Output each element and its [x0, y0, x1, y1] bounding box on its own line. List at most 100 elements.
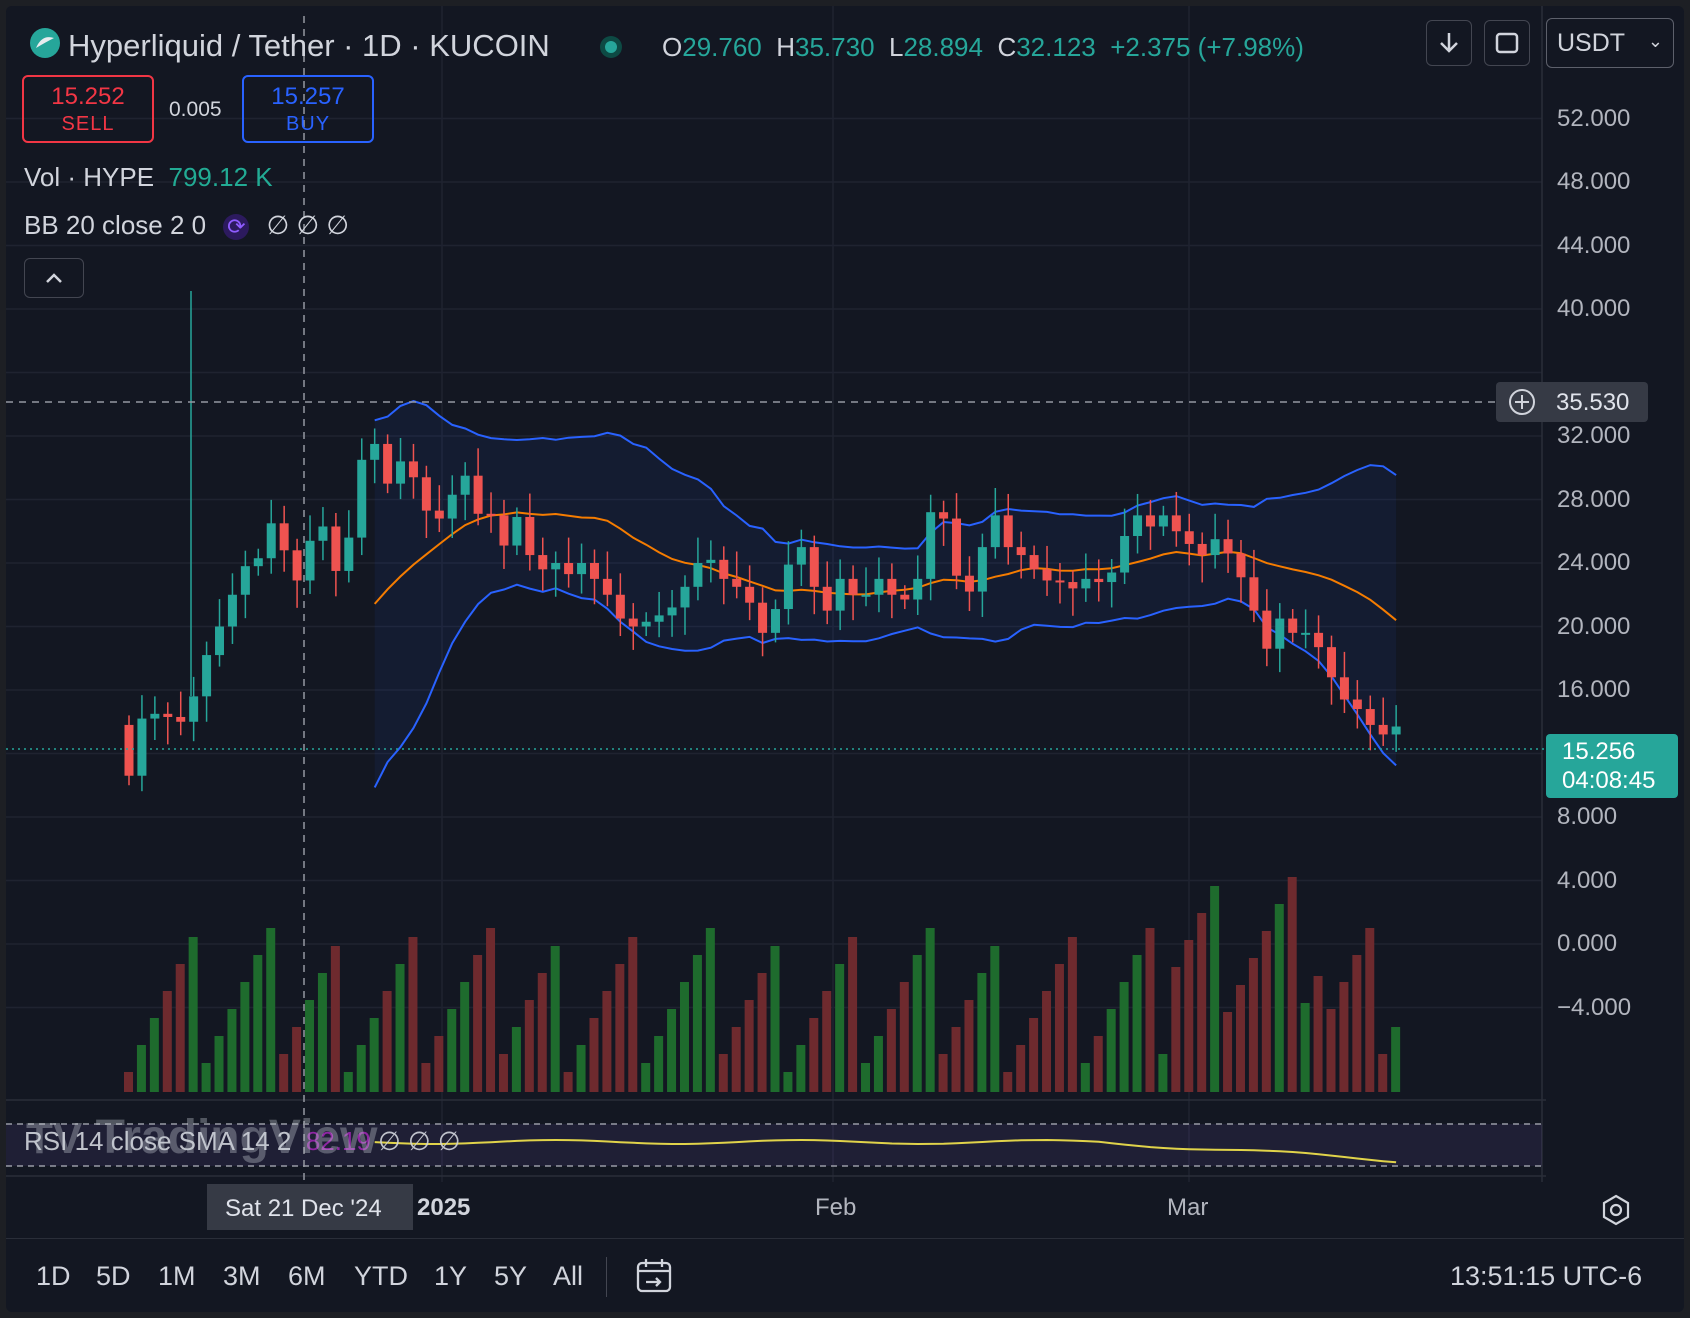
candle-body — [1210, 539, 1220, 556]
candle-body — [874, 578, 884, 595]
candle-body — [1094, 578, 1104, 583]
candle-body — [693, 563, 703, 587]
candle-body — [939, 512, 949, 519]
bb-legend[interactable]: BB 20 close 2 0 ⟳ ∅ ∅ ∅ — [24, 210, 349, 240]
volume-bar — [1119, 982, 1129, 1092]
volume-bar — [1184, 940, 1194, 1092]
volume-bar — [1313, 976, 1323, 1092]
volume-bar — [977, 973, 987, 1092]
candle-body — [538, 555, 548, 570]
price-tick-label: 48.000 — [1557, 168, 1631, 195]
candle-body — [447, 494, 457, 519]
add-alert-icon[interactable] — [1502, 382, 1542, 422]
volume-bar — [770, 946, 780, 1092]
tf-1m[interactable]: 1M — [158, 1261, 196, 1291]
candle-body — [861, 594, 871, 597]
volume-bar — [1378, 1054, 1388, 1092]
volume-bar — [330, 946, 340, 1092]
divider — [606, 1257, 607, 1297]
volume-bar — [1210, 886, 1220, 1092]
crosshair-date-label: Sat 21 Dec '24 — [207, 1184, 413, 1230]
currency-select[interactable]: USDT ⌄ — [1546, 18, 1674, 68]
volume-bar — [861, 1063, 871, 1092]
candle-body — [1339, 677, 1349, 700]
bb-fill — [374, 401, 1397, 788]
volume-bar — [563, 1072, 573, 1092]
volume-bar — [1029, 1018, 1039, 1092]
date-range-button[interactable] — [632, 1255, 676, 1299]
volume-bar — [718, 1054, 728, 1092]
candle-body — [745, 586, 755, 603]
price-tick-label: −4.000 — [1557, 993, 1632, 1021]
collapse-legend-button[interactable] — [24, 258, 84, 298]
candle-body — [1249, 577, 1259, 611]
download-icon — [1440, 33, 1458, 53]
volume-bar — [1197, 913, 1207, 1092]
clock[interactable]: 13:51:15 UTC-6 — [1450, 1261, 1643, 1291]
candle-body — [408, 461, 418, 478]
candle-body — [189, 696, 199, 722]
tf-5d[interactable]: 5D — [96, 1261, 131, 1291]
volume-bar — [317, 973, 327, 1092]
fullscreen-button[interactable] — [1484, 20, 1530, 66]
volume-bar — [266, 928, 276, 1092]
calendar-icon — [636, 1259, 672, 1293]
volume-bar — [1080, 1063, 1090, 1092]
volume-bar — [731, 1027, 741, 1092]
candle-body — [163, 713, 173, 717]
tf-ytd[interactable]: YTD — [354, 1261, 408, 1291]
volume-legend[interactable]: Vol · HYPE 799.12 K — [24, 162, 273, 192]
volume-bar — [615, 964, 625, 1092]
tf-1d[interactable]: 1D — [36, 1261, 71, 1291]
spread-value: 0.005 — [169, 98, 222, 121]
tf-all[interactable]: All — [553, 1261, 584, 1291]
buy-button[interactable]: 15.257 BUY — [242, 75, 374, 143]
volume-bar — [1132, 955, 1142, 1092]
candle-body — [564, 563, 574, 575]
candle-body — [1262, 610, 1272, 649]
volume-bar — [1261, 931, 1271, 1092]
volume-bar — [938, 1054, 948, 1092]
candle-body — [318, 526, 328, 541]
volume-bar — [912, 955, 922, 1092]
volume-bar — [447, 1009, 457, 1092]
candle-body — [577, 563, 587, 575]
volume-bar — [1352, 955, 1362, 1092]
candle-body — [227, 594, 237, 627]
candle-body — [822, 586, 832, 611]
candle-body — [719, 559, 729, 579]
price-tick-label: 20.000 — [1557, 612, 1631, 640]
candle-body — [150, 713, 160, 719]
crosshair — [6, 16, 1546, 1182]
candle-body — [1081, 578, 1091, 589]
volume-bar — [951, 1027, 961, 1092]
candle-body — [383, 443, 393, 484]
candle-body — [396, 461, 406, 484]
candle-body — [615, 594, 625, 619]
tf-6m[interactable]: 6M — [288, 1261, 326, 1291]
candle-body — [783, 564, 793, 610]
sell-button[interactable]: 15.252 SELL — [22, 75, 154, 143]
tf-3m[interactable]: 3M — [223, 1261, 261, 1291]
volume-bar — [136, 1045, 146, 1092]
volume-bar — [369, 1018, 379, 1092]
volume-bar — [1171, 967, 1181, 1092]
volume-bar — [240, 982, 250, 1092]
candle-body — [641, 621, 651, 627]
rsi-legend[interactable]: RSI 14 close SMA 14 2 82.19 ∅ ∅ ∅ — [24, 1126, 461, 1156]
volume-bar — [305, 1000, 315, 1092]
tf-5y[interactable]: 5Y — [494, 1261, 528, 1291]
volume-bar — [1365, 928, 1375, 1092]
tf-1y[interactable]: 1Y — [434, 1261, 468, 1291]
candle-body — [240, 566, 250, 595]
download-button[interactable] — [1426, 20, 1472, 66]
price-chart[interactable] — [6, 6, 1546, 1182]
chart-settings-icon[interactable] — [1600, 1194, 1632, 1226]
symbol-title[interactable]: Hyperliquid / Tether · 1D · KUCOIN — [68, 28, 550, 63]
volume-bar — [473, 955, 483, 1092]
candle-body — [706, 559, 716, 563]
volume-bar — [1339, 982, 1349, 1092]
price-tick-label: 44.000 — [1557, 231, 1631, 259]
candle-body — [305, 540, 315, 581]
candle-body — [1391, 726, 1401, 735]
